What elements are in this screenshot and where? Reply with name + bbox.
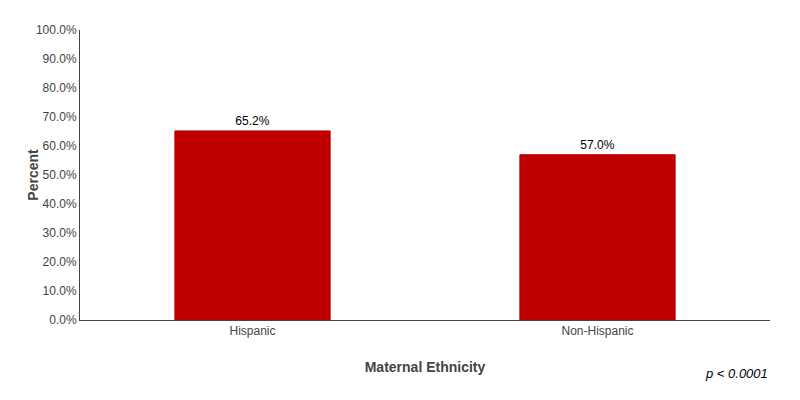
svg-text:57.0%: 57.0%	[580, 138, 614, 152]
svg-text:70.0%: 70.0%	[43, 110, 77, 124]
svg-text:80.0%: 80.0%	[43, 81, 77, 95]
svg-text:10.0%: 10.0%	[43, 284, 77, 298]
svg-text:0.0%: 0.0%	[49, 313, 77, 327]
svg-text:100.0%: 100.0%	[36, 23, 77, 37]
svg-text:20.0%: 20.0%	[43, 255, 77, 269]
svg-text:90.0%: 90.0%	[43, 52, 77, 66]
svg-text:Maternal Ethnicity: Maternal Ethnicity	[365, 359, 486, 375]
svg-text:Non-Hispanic: Non-Hispanic	[561, 324, 633, 338]
svg-text:60.0%: 60.0%	[43, 139, 77, 153]
svg-text:p < 0.0001: p < 0.0001	[705, 366, 768, 381]
svg-text:Hispanic: Hispanic	[229, 324, 275, 338]
svg-text:30.0%: 30.0%	[43, 226, 77, 240]
svg-text:Percent: Percent	[25, 149, 41, 201]
svg-text:65.2%: 65.2%	[235, 114, 269, 128]
svg-text:50.0%: 50.0%	[43, 168, 77, 182]
svg-text:40.0%: 40.0%	[43, 197, 77, 211]
